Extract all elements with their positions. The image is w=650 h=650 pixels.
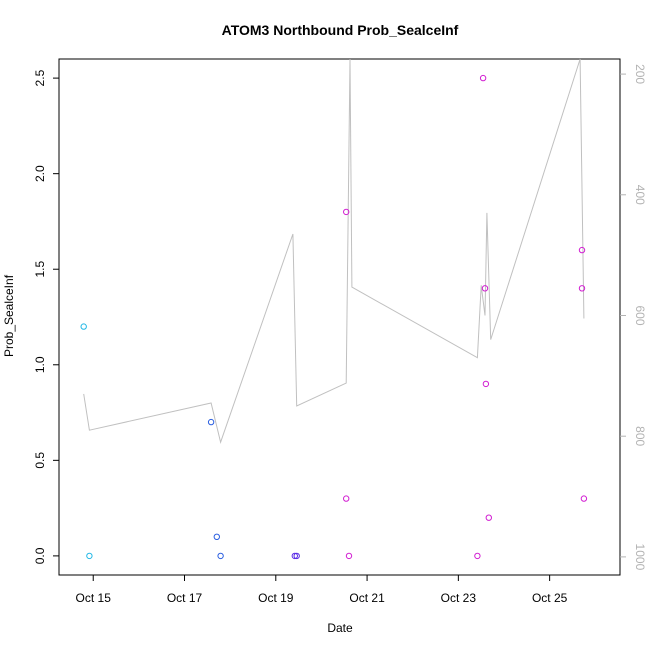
data-point [343,495,350,502]
x-tick-label: Oct 19 [258,591,294,605]
data-point [479,74,487,82]
x-axis: Oct 15 Oct 17 Oct 19 Oct 21 Oct 23 Oct 25 [76,575,568,605]
data-point [207,418,215,426]
data-point [291,552,298,560]
data-point [474,552,481,560]
depth-line-layer [83,58,585,444]
data-point [217,552,224,560]
data-point [293,552,300,560]
data-point [482,380,490,388]
data-point [485,514,492,521]
x-tick-label: Oct 21 [349,591,385,605]
data-point [213,533,221,540]
right-y-tick-label: 800 [633,426,647,446]
right-y-tick-label: 400 [633,185,647,205]
y-tick-label: 0.0 [33,547,47,564]
y-tick-label: 2.0 [33,165,47,182]
right-y-axis: 200 400 600 800 1000 [620,64,647,571]
y-tick-label: 2.5 [33,69,47,86]
x-axis-label: Date [327,621,353,635]
y-axis: 0.0 0.5 1.0 1.5 2.0 2.5 [33,69,59,564]
y-axis-label: Prob_SealceInf [2,274,16,357]
depth-line [83,58,585,444]
data-point [481,285,489,292]
x-tick-label: Oct 15 [76,591,112,605]
x-tick-label: Oct 17 [167,591,203,605]
y-tick-label: 0.5 [33,452,47,469]
right-y-tick-label: 200 [633,64,647,84]
plot-area-frame [58,58,621,576]
point-layer [80,74,588,560]
data-point [80,323,87,330]
data-point [580,495,588,502]
right-y-tick-label: 1000 [633,544,647,571]
y-tick-label: 1.5 [33,261,47,278]
x-tick-label: Oct 25 [532,591,568,605]
data-point [578,285,586,292]
data-point [345,552,353,560]
data-point [86,552,93,560]
data-point [343,208,350,216]
y-tick-label: 1.0 [33,356,47,373]
right-y-tick-label: 600 [633,305,647,325]
data-point [578,246,586,254]
chart-title: ATOM3 Northbound Prob_SealceInf [222,22,459,38]
x-tick-label: Oct 23 [441,591,477,605]
